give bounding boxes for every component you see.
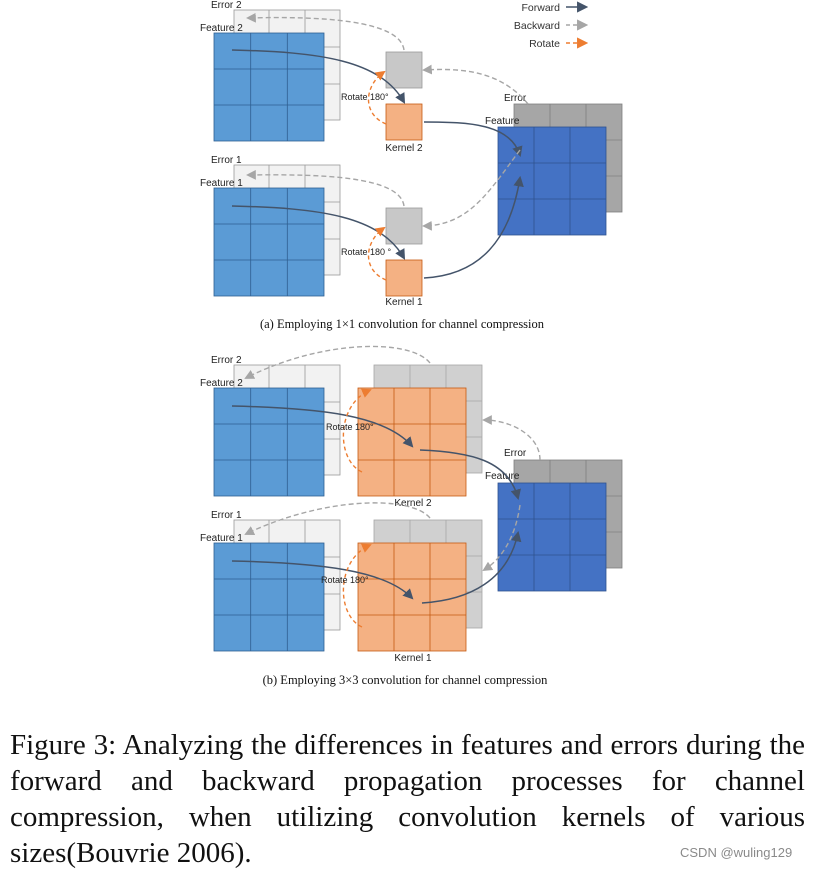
feature-1-label: Feature 1 bbox=[200, 533, 243, 544]
rotate-arrow-top bbox=[342, 388, 372, 473]
output-feature-label: Feature bbox=[485, 471, 520, 482]
kernel-2-orange bbox=[385, 103, 423, 141]
panel-a: Error 2 Feature 2 Error 1 Feature 1 bbox=[200, 0, 623, 331]
feature-2-label: Feature 2 bbox=[200, 23, 243, 34]
forward-arrow-k2-out bbox=[423, 121, 523, 157]
forward-arrow-f1-k1 bbox=[231, 560, 414, 600]
kernel-2-gray bbox=[385, 51, 423, 89]
rotate-label-top: Rotate 180° bbox=[326, 422, 374, 432]
forward-arrow-k1-out bbox=[421, 530, 522, 604]
backward-arrow-k2-e2 bbox=[244, 345, 431, 379]
backward-arrow-out-k2 bbox=[482, 415, 541, 461]
feature-1-label: Feature 1 bbox=[200, 178, 243, 189]
legend-forward-label: Forward bbox=[521, 2, 560, 14]
error-1-label: Error 1 bbox=[211, 510, 242, 521]
error-2-label: Error 2 bbox=[211, 355, 242, 366]
feature-2-grid bbox=[213, 387, 325, 497]
kernel-1-orange bbox=[385, 259, 423, 297]
legend-rotate-label: Rotate bbox=[529, 38, 560, 50]
forward-arrow-f1-k1 bbox=[231, 205, 406, 260]
rotate-label-bottom: Rotate 180° bbox=[321, 575, 369, 585]
forward-arrow-k1-out bbox=[423, 175, 524, 279]
forward-arrow-k2-out bbox=[419, 449, 521, 501]
kernel-2-label: Kernel 2 bbox=[394, 498, 432, 509]
rotate-arrow-bottom bbox=[368, 226, 387, 281]
output-feature-label: Feature bbox=[485, 116, 520, 127]
forward-arrow-f2-k2 bbox=[231, 405, 414, 448]
backward-arrow-k1-e1 bbox=[246, 169, 405, 207]
kernel-1-gray bbox=[385, 207, 423, 245]
forward-arrow-f2-k2 bbox=[231, 49, 406, 104]
kernel-1-label: Kernel 1 bbox=[385, 297, 423, 308]
kernel-1-label: Kernel 1 bbox=[394, 653, 432, 664]
feature-2-grid bbox=[213, 32, 325, 142]
backward-arrow-out-k1 bbox=[482, 504, 521, 572]
legend-backward-label: Backward bbox=[514, 20, 560, 32]
panel-b: Error 2 Feature 2 Error 1 Feature 1 bbox=[200, 345, 623, 687]
feature-2-label: Feature 2 bbox=[200, 378, 243, 389]
backward-arrow-out-k1 bbox=[422, 149, 521, 231]
rotate-label-bottom: Rotate 180 ° bbox=[341, 247, 392, 257]
error-2-label: Error 2 bbox=[211, 0, 242, 11]
kernel-2-orange-grid bbox=[357, 387, 467, 497]
kernel-2-label: Kernel 2 bbox=[385, 143, 423, 154]
panel-b-caption: (b) Employing 3×3 convolution for channe… bbox=[263, 673, 549, 687]
output-feature-grid bbox=[497, 482, 607, 592]
feature-1-grid bbox=[213, 542, 325, 652]
figure-caption: Figure 3: Analyzing the differences in f… bbox=[10, 729, 805, 869]
rotate-arrow-bottom bbox=[342, 543, 372, 628]
error-1-label: Error 1 bbox=[211, 155, 242, 166]
backward-arrow-out-k2 bbox=[422, 64, 529, 105]
rotate-arrow-top bbox=[368, 70, 387, 125]
watermark: CSDN @wuling129 bbox=[680, 845, 793, 860]
rotate-label-top: Rotate 180° bbox=[341, 92, 389, 102]
backward-arrow-k2-e2 bbox=[246, 12, 405, 51]
output-error-label: Error bbox=[504, 448, 527, 459]
panel-a-caption: (a) Employing 1×1 convolution for channe… bbox=[260, 317, 545, 331]
figure-diagram: Forward Backward Rotate Error 2 Feature … bbox=[200, 0, 623, 687]
output-error-label: Error bbox=[504, 93, 527, 104]
feature-1-grid bbox=[213, 187, 325, 297]
backward-arrow-k1-e1 bbox=[244, 502, 431, 535]
legend: Forward Backward Rotate bbox=[514, 1, 589, 50]
